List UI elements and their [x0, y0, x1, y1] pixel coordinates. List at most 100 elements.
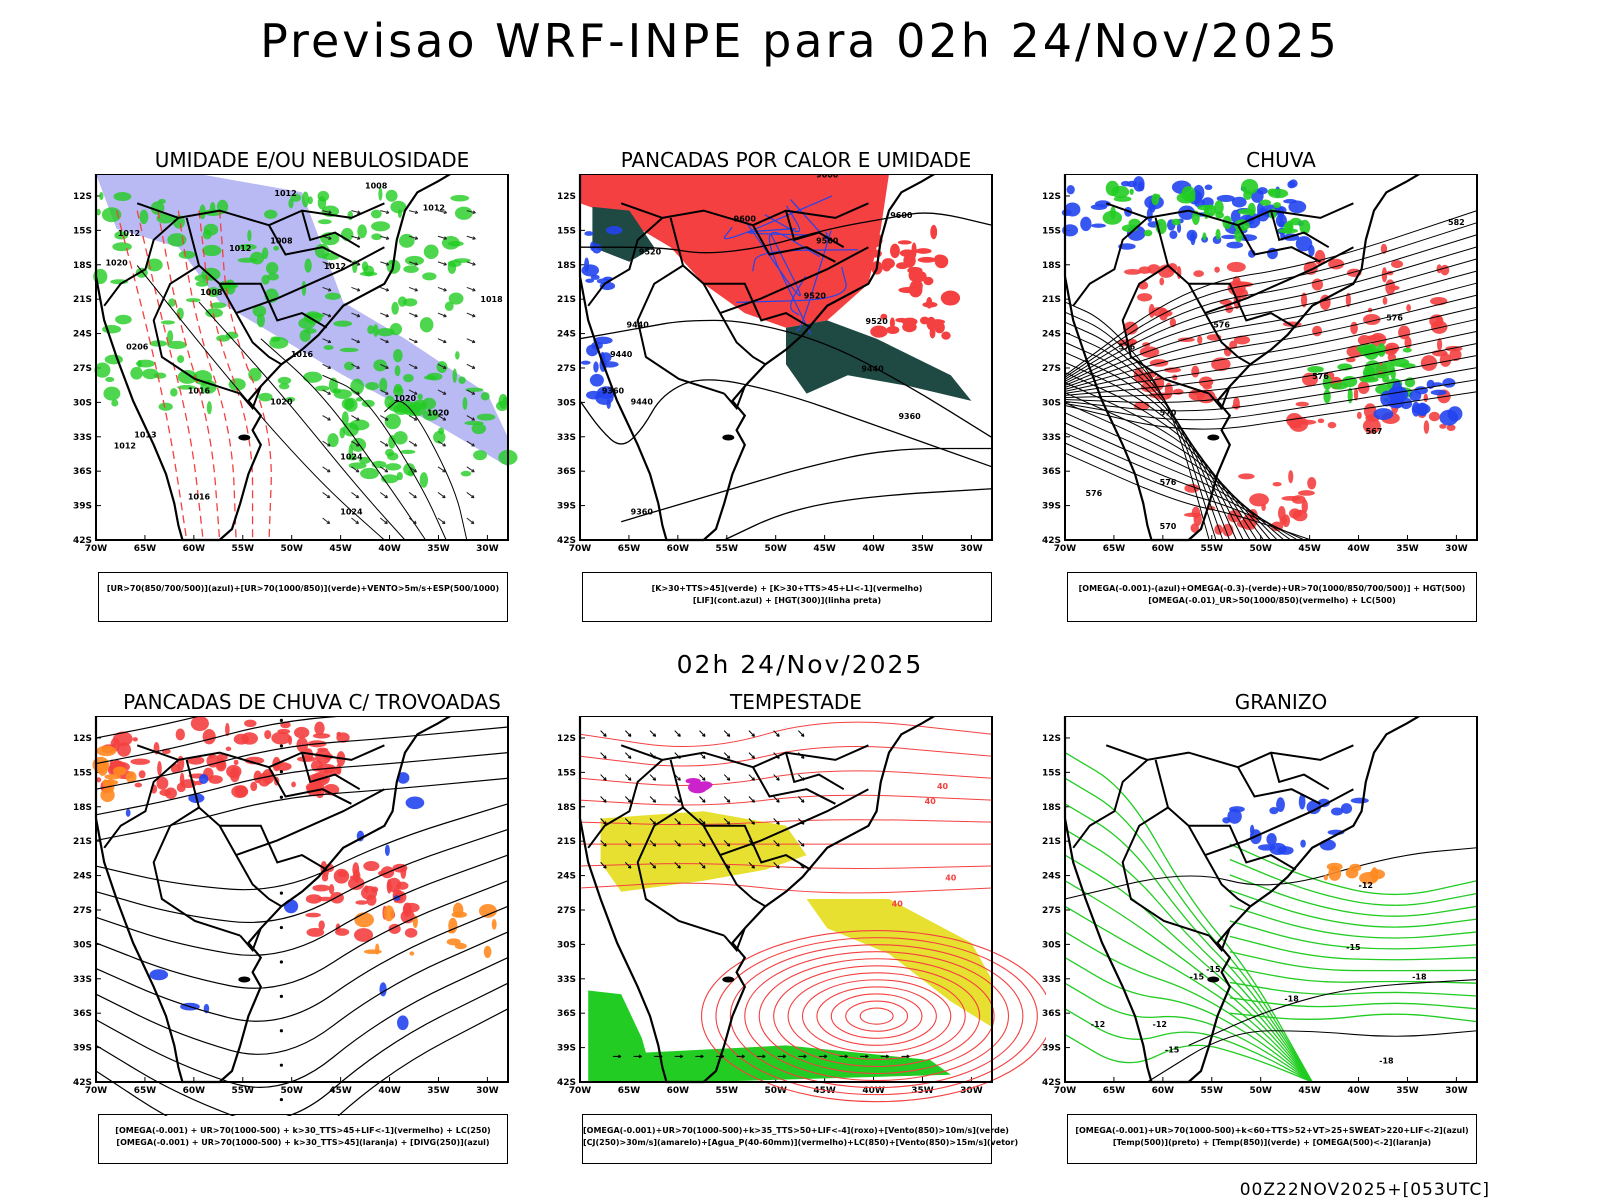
wind-vector-head	[384, 468, 389, 473]
legend-line: [K>30+TTS>45](verde) + [K>30+TTS>45+LI<-…	[651, 584, 923, 593]
convection-area-red	[934, 321, 945, 334]
wind-vector-head	[471, 468, 475, 473]
lat-tick-label: 18S	[73, 261, 92, 271]
rain-area-red	[1301, 499, 1308, 514]
convection-area-red	[908, 269, 918, 282]
humidity-area-green	[102, 325, 122, 334]
wind-vector	[624, 818, 632, 825]
omega-area-blue	[1197, 191, 1202, 198]
wind-vector	[322, 261, 332, 266]
wind-vector	[674, 730, 681, 737]
country-border	[752, 766, 836, 805]
wind-vector-head	[844, 1054, 848, 1059]
humidity-area-green	[423, 244, 439, 260]
contour-label: 576	[1085, 489, 1102, 498]
lon-tick-label: 40W	[378, 544, 401, 554]
contour-label: 9520	[639, 248, 662, 257]
rain-area-red	[1439, 353, 1452, 367]
humidity-area-green	[347, 210, 353, 221]
rain-area-red	[1439, 423, 1447, 429]
wind-vector-head	[702, 821, 706, 825]
humidity-area-green	[394, 365, 401, 377]
lat-tick-label: 27S	[1042, 364, 1061, 374]
lif-contour-blue	[606, 399, 611, 409]
wind-vector-head	[652, 865, 657, 869]
wind-vector	[437, 389, 447, 395]
wind-vector-head	[356, 313, 361, 318]
wind-vector-head	[702, 777, 706, 781]
wind-vector	[408, 492, 417, 499]
panel-tempestade: TEMPESTADE 12S 15S 18S 21S 24S 27S 30S 33S 36S 39…	[546, 690, 1046, 1175]
wind-vector	[798, 730, 805, 737]
lat-tick-label: 33S	[73, 433, 92, 443]
rain-area-red	[1297, 419, 1317, 425]
humidity-area-green	[111, 399, 119, 407]
country-border	[1121, 806, 1210, 937]
streamline	[95, 905, 509, 1022]
wind-vector	[466, 312, 476, 317]
hgt500-contour	[1064, 391, 1478, 430]
wind-vector-head	[442, 443, 446, 447]
wind-vector-head	[471, 391, 476, 395]
country-border	[103, 217, 180, 307]
lif-contour-blue	[768, 232, 820, 335]
lon-tick-label: 30W	[960, 1086, 983, 1096]
humidity-area-green	[314, 243, 330, 259]
wind-vector	[408, 286, 418, 292]
omega-area-green	[1214, 200, 1224, 215]
wind-vector-head	[824, 1054, 828, 1059]
country-border	[235, 788, 385, 857]
lat-tick-label: 12S	[73, 192, 92, 202]
rain-area-red	[1286, 412, 1303, 428]
wind-vector	[624, 730, 632, 737]
wind-vector-head	[442, 494, 446, 499]
country-border	[1237, 224, 1321, 263]
storm-area-red	[208, 775, 223, 784]
humidity-area-green	[317, 219, 332, 225]
humidity-area-green	[317, 196, 327, 210]
wind-vector-head	[472, 287, 476, 292]
rain-area-red	[1388, 285, 1400, 291]
wind-vector-head	[603, 843, 607, 847]
wind-vector	[351, 210, 361, 214]
wind-vector	[649, 862, 656, 869]
wind-vector-head	[762, 1054, 766, 1059]
wind-vector	[322, 517, 330, 525]
omega-area-green	[1241, 178, 1259, 195]
storm-area-red	[366, 894, 377, 906]
lat-tick-label: 42S	[1042, 1078, 1061, 1088]
lat-tick-label: 24S	[73, 330, 92, 340]
storm-area-orange	[483, 945, 492, 959]
humidity-area-green	[290, 193, 302, 202]
humidity-area-green	[199, 204, 206, 220]
precip-water-contour	[845, 1000, 909, 1032]
wind-vector	[773, 796, 780, 803]
omega-area-blue	[1308, 244, 1315, 257]
omega-area-blue	[1216, 194, 1236, 203]
wind-vector-head	[414, 365, 418, 369]
humidity-area-green	[315, 385, 330, 392]
lon-tick-label: 50W	[280, 1086, 303, 1096]
wind-vector-head	[385, 210, 390, 215]
temp850-contour	[1064, 880, 1313, 1083]
humidity-area-green	[252, 305, 267, 318]
wind-vector-head	[652, 777, 657, 781]
wind-vector	[748, 818, 755, 825]
run-footer: 00Z22NOV2025+[053UTC]	[1239, 1180, 1490, 1200]
contour-label: -12	[1153, 1020, 1167, 1029]
wind-vector	[674, 862, 681, 869]
lat-tick-label: 33S	[1042, 975, 1061, 985]
temp850-contour	[1229, 966, 1478, 984]
wind-vector-head	[385, 417, 389, 421]
convection-area-red	[889, 317, 895, 329]
omega-area-blue	[1061, 209, 1072, 217]
humidity-area-green	[389, 323, 403, 336]
humidity-area-green	[398, 233, 415, 248]
omega-area-green	[1259, 199, 1272, 206]
humidity-area-green	[258, 392, 273, 402]
lon-tick-label: 30W	[476, 544, 499, 554]
rain-area-red	[1193, 270, 1204, 278]
streamline-arrow	[279, 744, 283, 748]
humidity-area-green	[113, 191, 132, 202]
